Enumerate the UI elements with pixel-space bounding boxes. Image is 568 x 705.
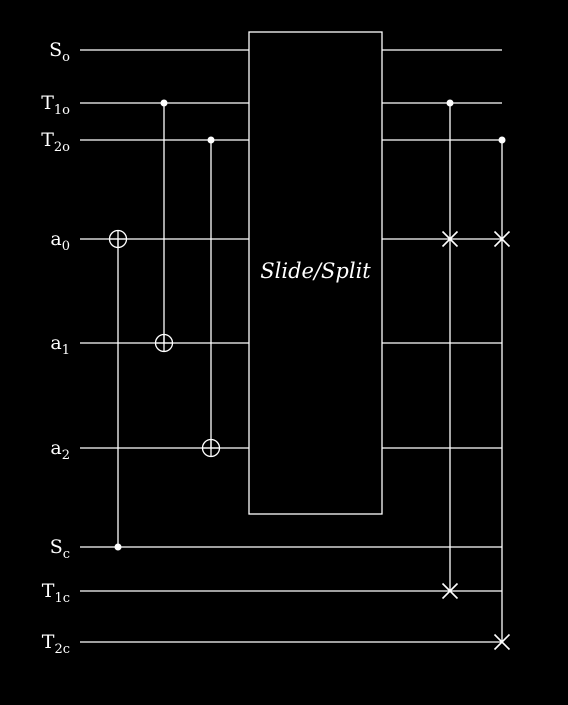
label-T1c: T1c (42, 580, 70, 606)
label-So: So (49, 39, 70, 65)
circuit-gates: Slide/Split (108, 31, 511, 651)
label-a0: a0 (50, 228, 70, 254)
label-T2c: T2c (42, 631, 70, 657)
label-T2o: T2o (41, 129, 70, 155)
cswap-t2o-control-dot (498, 136, 506, 144)
slide-split-gate: Slide/Split (248, 31, 383, 515)
cnot-t1o-a1-control-dot (160, 99, 168, 107)
cnot-sc-a0-control-dot (114, 543, 122, 551)
cswap-t1o (441, 99, 459, 600)
qubit-labels: So T1o T2o a0 a1 a2 Sc T1c T2c (41, 39, 70, 657)
cnot-t2o-a2 (201, 136, 221, 458)
cswap-t1o-swap-x-T1c (441, 582, 459, 600)
gate-box (248, 31, 383, 515)
cnot-sc-a0 (108, 229, 128, 551)
label-Sc: Sc (50, 536, 70, 562)
label-T1o: T1o (41, 92, 70, 118)
cswap-t2o-swap-x-T2c (493, 633, 511, 651)
label-a2: a2 (50, 437, 70, 463)
cswap-t2o (493, 136, 511, 651)
label-a1: a1 (50, 332, 70, 358)
cswap-t1o-control-dot (446, 99, 454, 107)
cnot-t2o-a2-control-dot (207, 136, 215, 144)
cswap-t2o-swap-x-a0 (493, 230, 511, 248)
cswap-t1o-swap-x-a0 (441, 230, 459, 248)
gate-label: Slide/Split (260, 259, 371, 283)
cnot-t1o-a1 (154, 99, 174, 353)
